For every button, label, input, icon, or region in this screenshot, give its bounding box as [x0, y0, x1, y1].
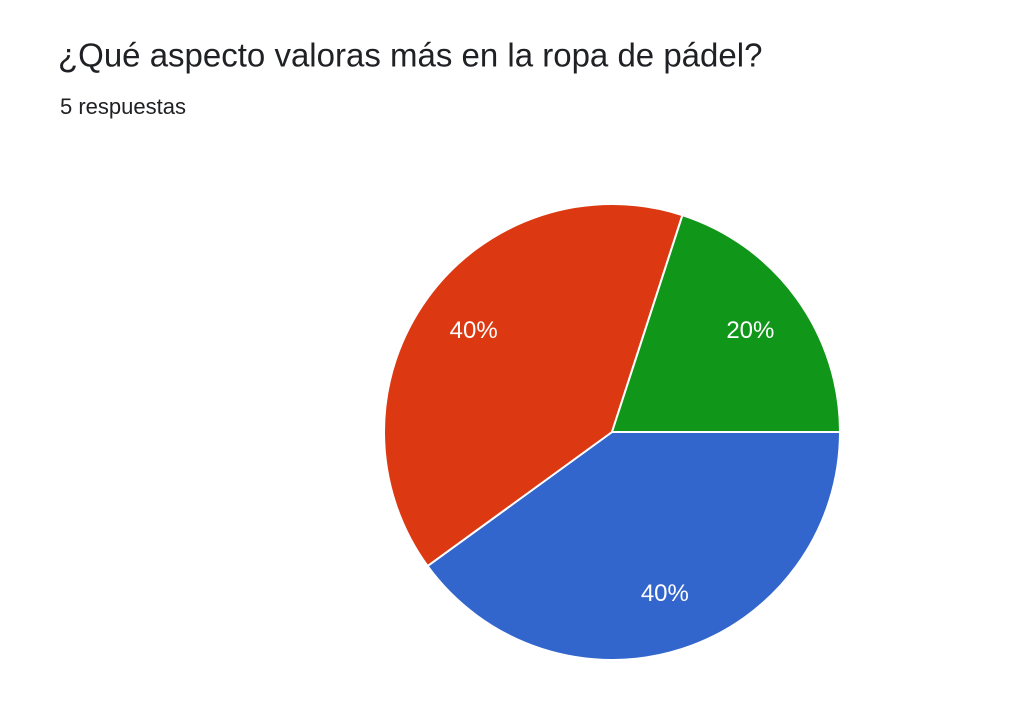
chart-subtitle: 5 respuestas: [60, 94, 186, 119]
pie-slice: [610, 213, 842, 433]
slice-label: 40%: [450, 317, 498, 344]
pie-slice: [426, 431, 842, 661]
chart-title: ¿Qué aspecto valoras más en la ropa de p…: [58, 37, 762, 74]
slice-label: 20%: [726, 317, 774, 344]
pie-slice: [383, 203, 684, 568]
slice-label: 40%: [641, 580, 689, 607]
